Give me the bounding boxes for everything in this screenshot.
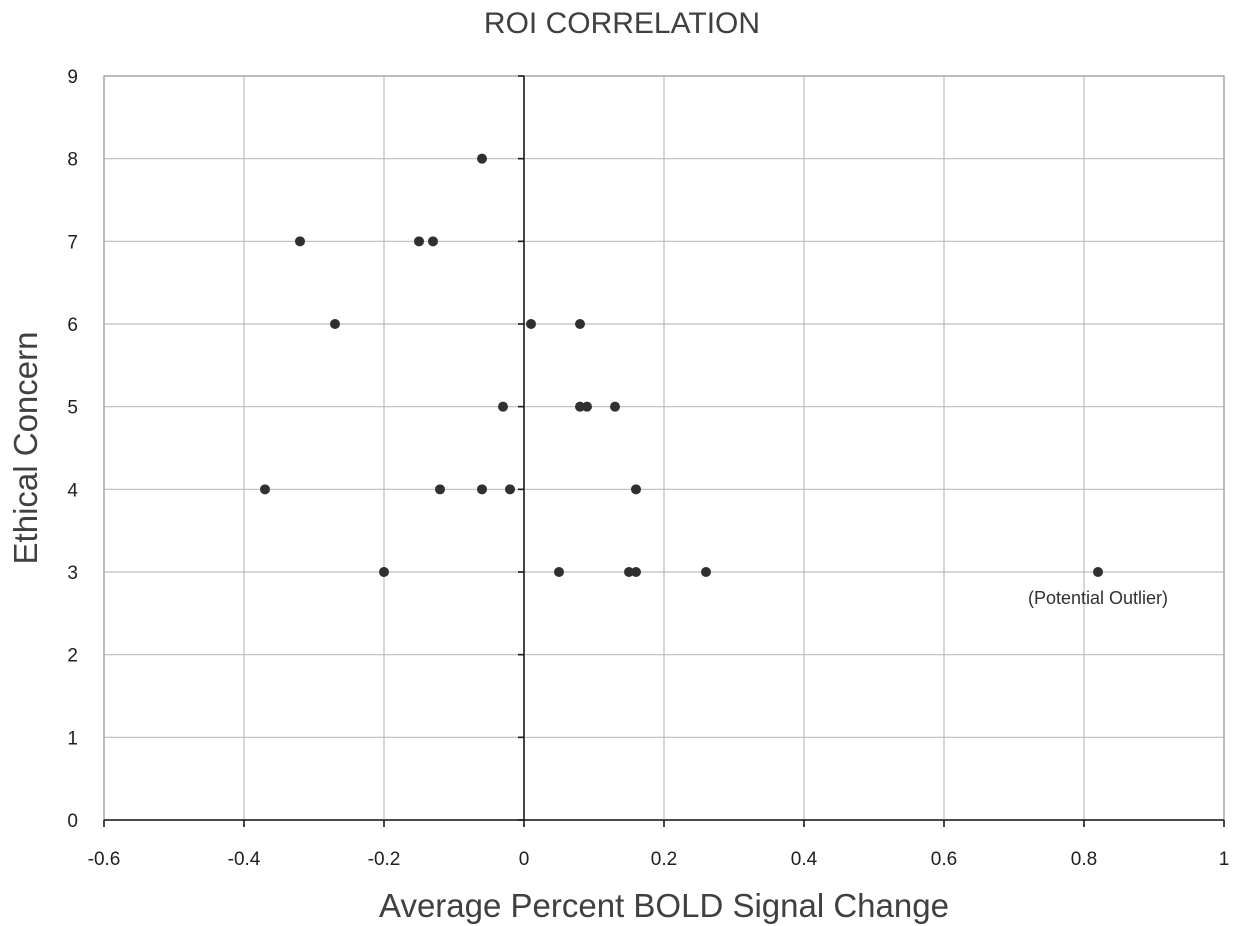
y-tick-label: 4 bbox=[67, 480, 78, 501]
x-axis-label: Average Percent BOLD Signal Change bbox=[379, 887, 949, 924]
x-tick-label: -0.4 bbox=[228, 849, 261, 870]
x-tick-label: 0.4 bbox=[791, 849, 818, 870]
data-point bbox=[631, 484, 641, 495]
y-axis-label: Ethical Concern bbox=[7, 332, 44, 565]
data-point bbox=[428, 236, 438, 247]
data-point bbox=[330, 319, 340, 329]
data-point bbox=[526, 319, 536, 329]
data-point bbox=[477, 484, 487, 495]
data-points bbox=[260, 153, 1103, 577]
data-point bbox=[414, 236, 424, 247]
data-point bbox=[505, 484, 515, 495]
y-tick-label: 2 bbox=[67, 646, 78, 667]
grid bbox=[103, 75, 1225, 821]
data-point bbox=[379, 567, 389, 577]
data-point bbox=[477, 153, 487, 164]
annotations: (Potential Outlier) bbox=[1028, 588, 1168, 608]
data-point bbox=[701, 567, 711, 577]
data-point bbox=[575, 401, 585, 412]
data-point bbox=[435, 484, 445, 495]
y-tick-label: 8 bbox=[67, 150, 78, 171]
y-tick-label: 0 bbox=[67, 811, 78, 832]
annotation-label: (Potential Outlier) bbox=[1028, 588, 1168, 608]
data-point bbox=[260, 484, 270, 495]
chart-title: ROI CORRELATION bbox=[484, 7, 760, 40]
y-tick-label: 3 bbox=[67, 563, 78, 584]
x-tick-label: 0.8 bbox=[1071, 849, 1097, 870]
x-tick-label: 0.6 bbox=[931, 849, 957, 870]
data-point bbox=[610, 401, 620, 412]
data-point bbox=[554, 567, 564, 577]
data-point bbox=[624, 567, 634, 577]
x-tick-label: -0.2 bbox=[368, 849, 401, 870]
data-point bbox=[631, 567, 641, 577]
data-point bbox=[575, 319, 585, 329]
axes bbox=[103, 75, 1225, 827]
y-tick-label: 7 bbox=[67, 232, 78, 253]
data-point bbox=[498, 401, 508, 412]
y-tick-label: 9 bbox=[67, 67, 78, 88]
x-tick-label: -0.6 bbox=[88, 849, 121, 870]
data-point bbox=[582, 401, 592, 412]
data-point bbox=[1093, 567, 1103, 577]
x-tick-label: 0 bbox=[519, 849, 530, 870]
x-tick-label: 1 bbox=[1219, 849, 1230, 870]
y-tick-label: 6 bbox=[67, 315, 78, 336]
y-tick-label: 1 bbox=[67, 728, 78, 749]
data-point bbox=[295, 236, 305, 247]
tick-labels: -0.6 -0.4 -0.2 0 0.2 0.4 0.6 0.8 1 0 1 2 3 4 5 6 7 8 9 bbox=[67, 67, 1229, 870]
y-tick-label: 5 bbox=[67, 398, 78, 419]
x-tick-label: 0.2 bbox=[651, 849, 677, 870]
